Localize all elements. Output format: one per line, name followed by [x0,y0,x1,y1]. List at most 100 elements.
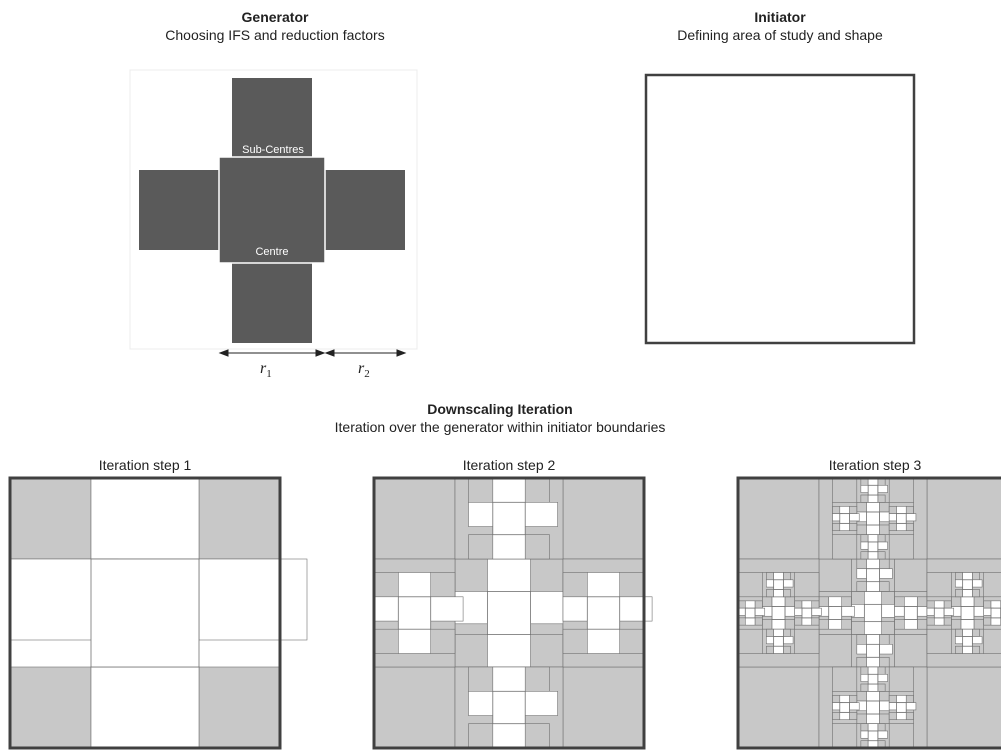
generator-figure: Sub-Centres Centre r1 r2 [129,69,418,380]
centre-cell [962,636,973,647]
corner-cell [888,723,914,749]
corner-cell [832,695,841,703]
arm-cell [867,494,879,503]
step-frame [736,476,1001,750]
arm-cell [866,501,880,513]
corner-cell [926,600,935,609]
corner-cell [737,572,763,598]
generator-subcentre-top [232,78,312,158]
corner-cell [888,523,897,531]
centre-cell [863,603,883,623]
generator-panel [129,69,418,350]
arm-cell [866,634,880,645]
corner-cell [860,683,869,692]
downscaling-heading: Downscaling Iteration Iteration over the… [250,400,750,436]
arm-cell [877,484,888,493]
corner-cell [983,600,992,609]
arm-cell [771,596,786,607]
corner-cell [794,572,820,598]
corner-cell [856,501,867,513]
corner-cell [530,558,564,592]
corner-cell [881,591,895,605]
corner-cell [524,477,550,503]
corner-cell [877,683,886,692]
step-frame [372,476,646,750]
corner-cell [879,501,890,513]
corner-cell [619,572,645,598]
corner-cell [983,628,1001,654]
corner-cell [766,589,774,598]
corner-cell [905,695,914,703]
centre-cell [839,513,850,524]
arm-cell [839,506,850,514]
corner-cell [198,666,281,749]
corner-cell [524,666,550,692]
arm-cell [943,607,955,616]
arm-cell [866,656,880,668]
r1-label: r1 [260,360,272,380]
corner-cell [926,628,952,654]
corner-cell [955,645,963,654]
arm-cell [90,666,200,749]
corner-cell [856,524,867,535]
corner-cell [879,581,890,592]
arm-cell [849,702,860,711]
corner-cell [454,634,488,668]
corner-cell [950,596,962,607]
corner-cell [973,619,984,630]
corner-cell [879,713,890,724]
arm-cell [487,634,531,668]
corner-cell [860,666,869,675]
corner-cell [818,596,830,607]
corner-cell [983,617,992,626]
corner-cell [972,572,980,581]
corner-cell [832,506,841,514]
centre-cell [867,484,879,496]
arm-cell [619,596,653,622]
corner-cell [983,572,1001,598]
step-frame [8,476,282,750]
corner-cell [860,494,869,503]
corner-cell [766,572,774,581]
initiator-subtitle: Defining area of study and shape [677,27,883,43]
corner-cell [879,690,890,702]
arm-cell [864,591,882,605]
corner-cell [761,619,773,630]
corner-cell [860,723,869,732]
corner-cell [841,619,852,630]
corner-cell [832,666,858,692]
arm-cell [524,690,558,716]
corner-cell [972,645,980,654]
corner-cell [881,621,895,635]
corner-cell [856,690,867,702]
corner-cell [973,596,984,607]
corner-cell [888,666,914,692]
arm-cell [879,568,893,579]
centre-cell [867,730,879,742]
arm-cell [990,617,1001,626]
arm-cell [879,644,893,655]
generator-centre [218,156,326,264]
corner-cell [851,621,865,635]
corner-cell [373,477,456,560]
corner-cell [905,712,914,720]
corner-cell [524,723,550,749]
iteration-step-3 [736,476,1001,750]
arm-cell [783,636,794,645]
r2-label: r2 [358,360,370,380]
corner-cell [879,656,890,668]
centre-cell [866,568,880,583]
centre-cell [867,673,879,685]
corner-cell [888,477,914,503]
r2-arrow [324,349,407,357]
corner-cell [430,572,456,598]
arm-cell [586,628,620,654]
step-3-title: Iteration step 3 [828,457,922,473]
arm-cell [896,506,907,514]
corner-cell [926,617,935,626]
corner-cell [877,666,886,675]
arm-cell [801,600,813,609]
arm-cell [904,619,918,630]
arm-cell [867,666,879,675]
arm-cell [896,523,907,531]
